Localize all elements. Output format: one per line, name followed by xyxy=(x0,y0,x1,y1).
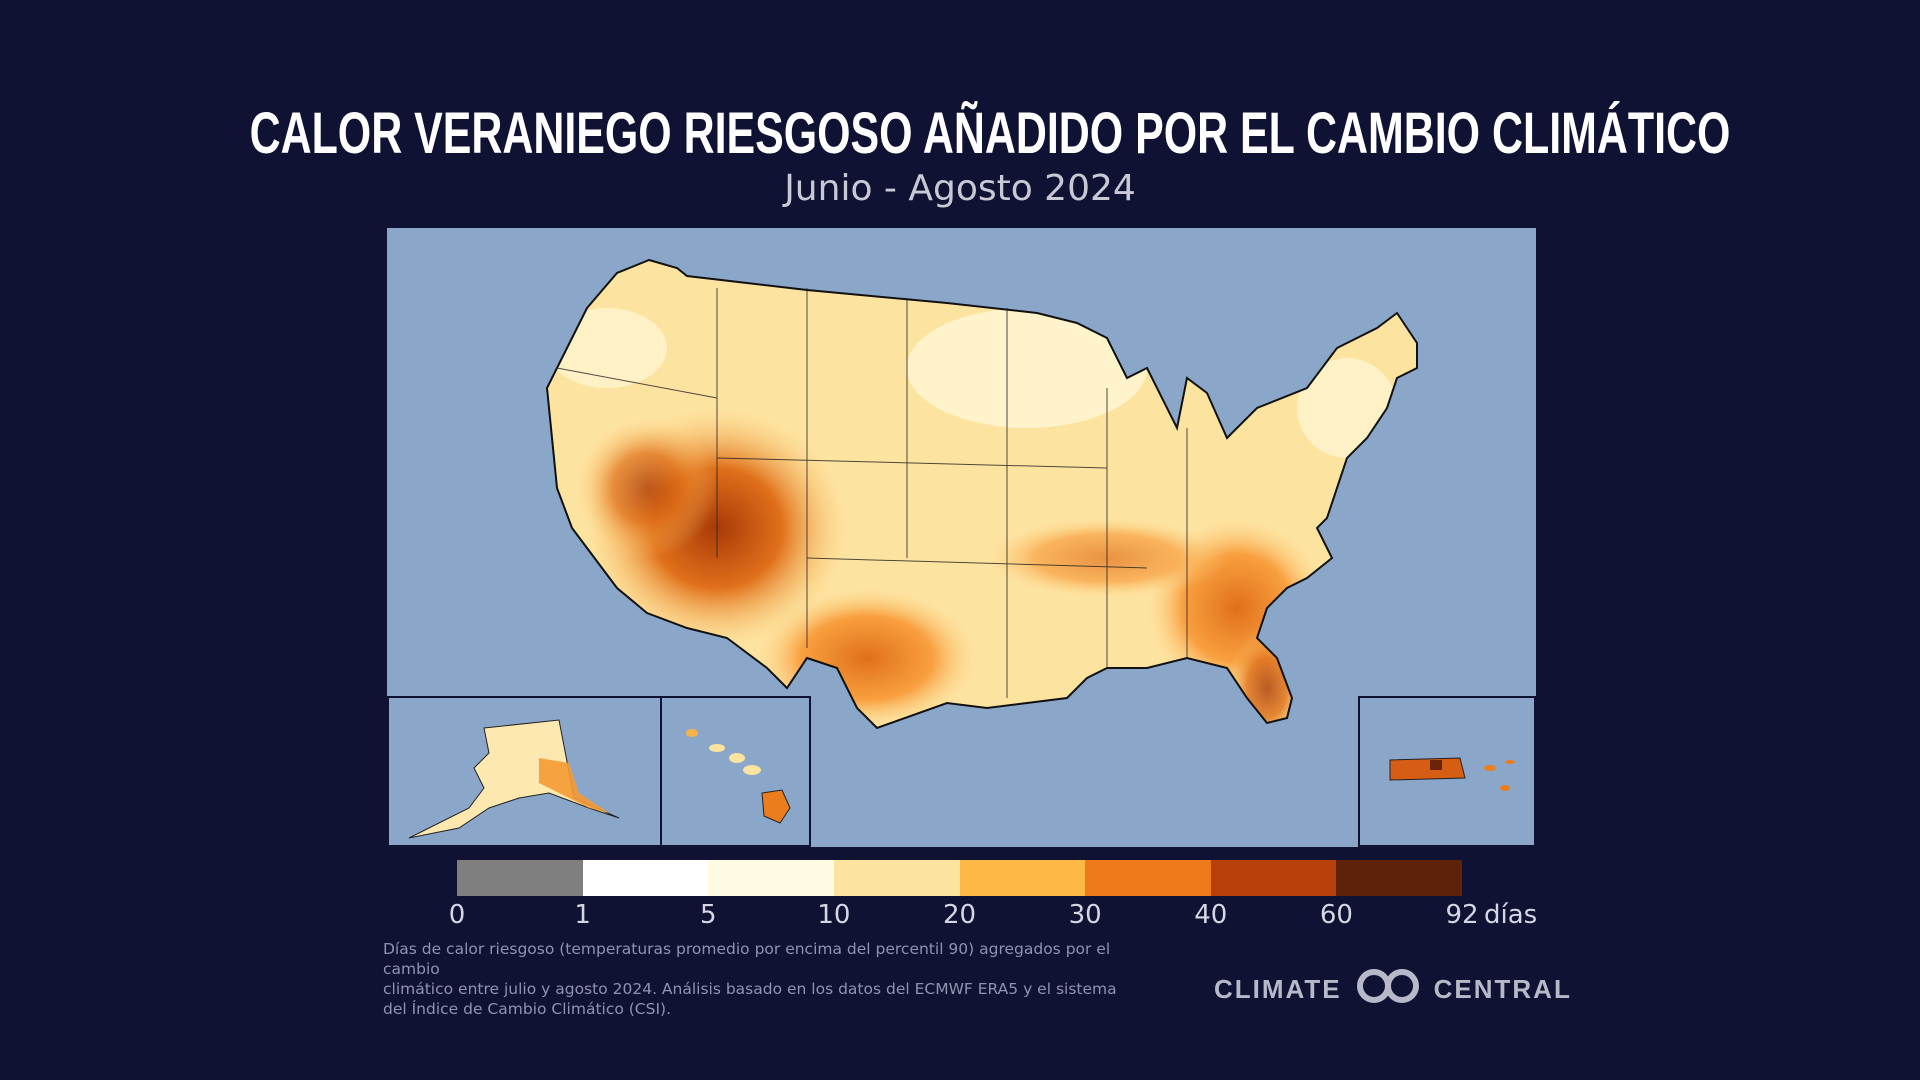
brand-left: CLIMATE xyxy=(1214,974,1342,1004)
legend-swatch xyxy=(708,860,834,896)
alaska-inset xyxy=(387,696,662,847)
legend-tick-label: 10 xyxy=(817,900,851,930)
legend-swatch xyxy=(1085,860,1211,896)
legend-tick-label: 0 xyxy=(448,900,466,930)
color-legend xyxy=(457,860,1462,896)
climate-central-logo: CLIMATE CENTRAL xyxy=(1214,968,1572,1011)
hawaii-inset xyxy=(660,696,811,847)
legend-tick-label: 5 xyxy=(699,900,717,930)
brand-right: CENTRAL xyxy=(1433,974,1572,1004)
legend-tick-label: 40 xyxy=(1194,900,1228,930)
legend-swatch xyxy=(1336,860,1462,896)
legend-swatch xyxy=(582,860,709,896)
legend-tick-label: 20 xyxy=(942,900,977,930)
legend-swatch xyxy=(457,860,583,896)
legend-unit: días xyxy=(1484,900,1538,930)
map-title: CALOR VERANIEGO RIESGOSO AÑADIDO POR EL … xyxy=(249,101,1731,166)
legend-swatch xyxy=(1210,860,1337,896)
legend-swatch xyxy=(959,860,1086,896)
legend-tick-label: 60 xyxy=(1319,900,1353,930)
legend-ticks: 0 1 5 10 20 30 40 60 92 xyxy=(0,900,1920,940)
footnote-line-1: Días de calor riesgoso (temperaturas pro… xyxy=(383,940,1111,978)
legend-swatch xyxy=(833,860,960,896)
legend-tick-label: 1 xyxy=(574,900,591,930)
footnote-line-3: del Índice de Cambio Climático (CSI). xyxy=(383,1000,672,1018)
climate-central-logo-icon xyxy=(1352,968,1424,1011)
footnote-line-2: climático entre julio y agosto 2024. Aná… xyxy=(383,980,1117,998)
map-subtitle: Junio - Agosto 2024 xyxy=(784,168,1136,209)
puerto-rico-inset xyxy=(1358,696,1536,847)
footnote: Días de calor riesgoso (temperaturas pro… xyxy=(383,939,1163,1019)
legend-tick-label: 92 xyxy=(1445,900,1479,930)
legend-tick-label: 30 xyxy=(1068,900,1102,930)
